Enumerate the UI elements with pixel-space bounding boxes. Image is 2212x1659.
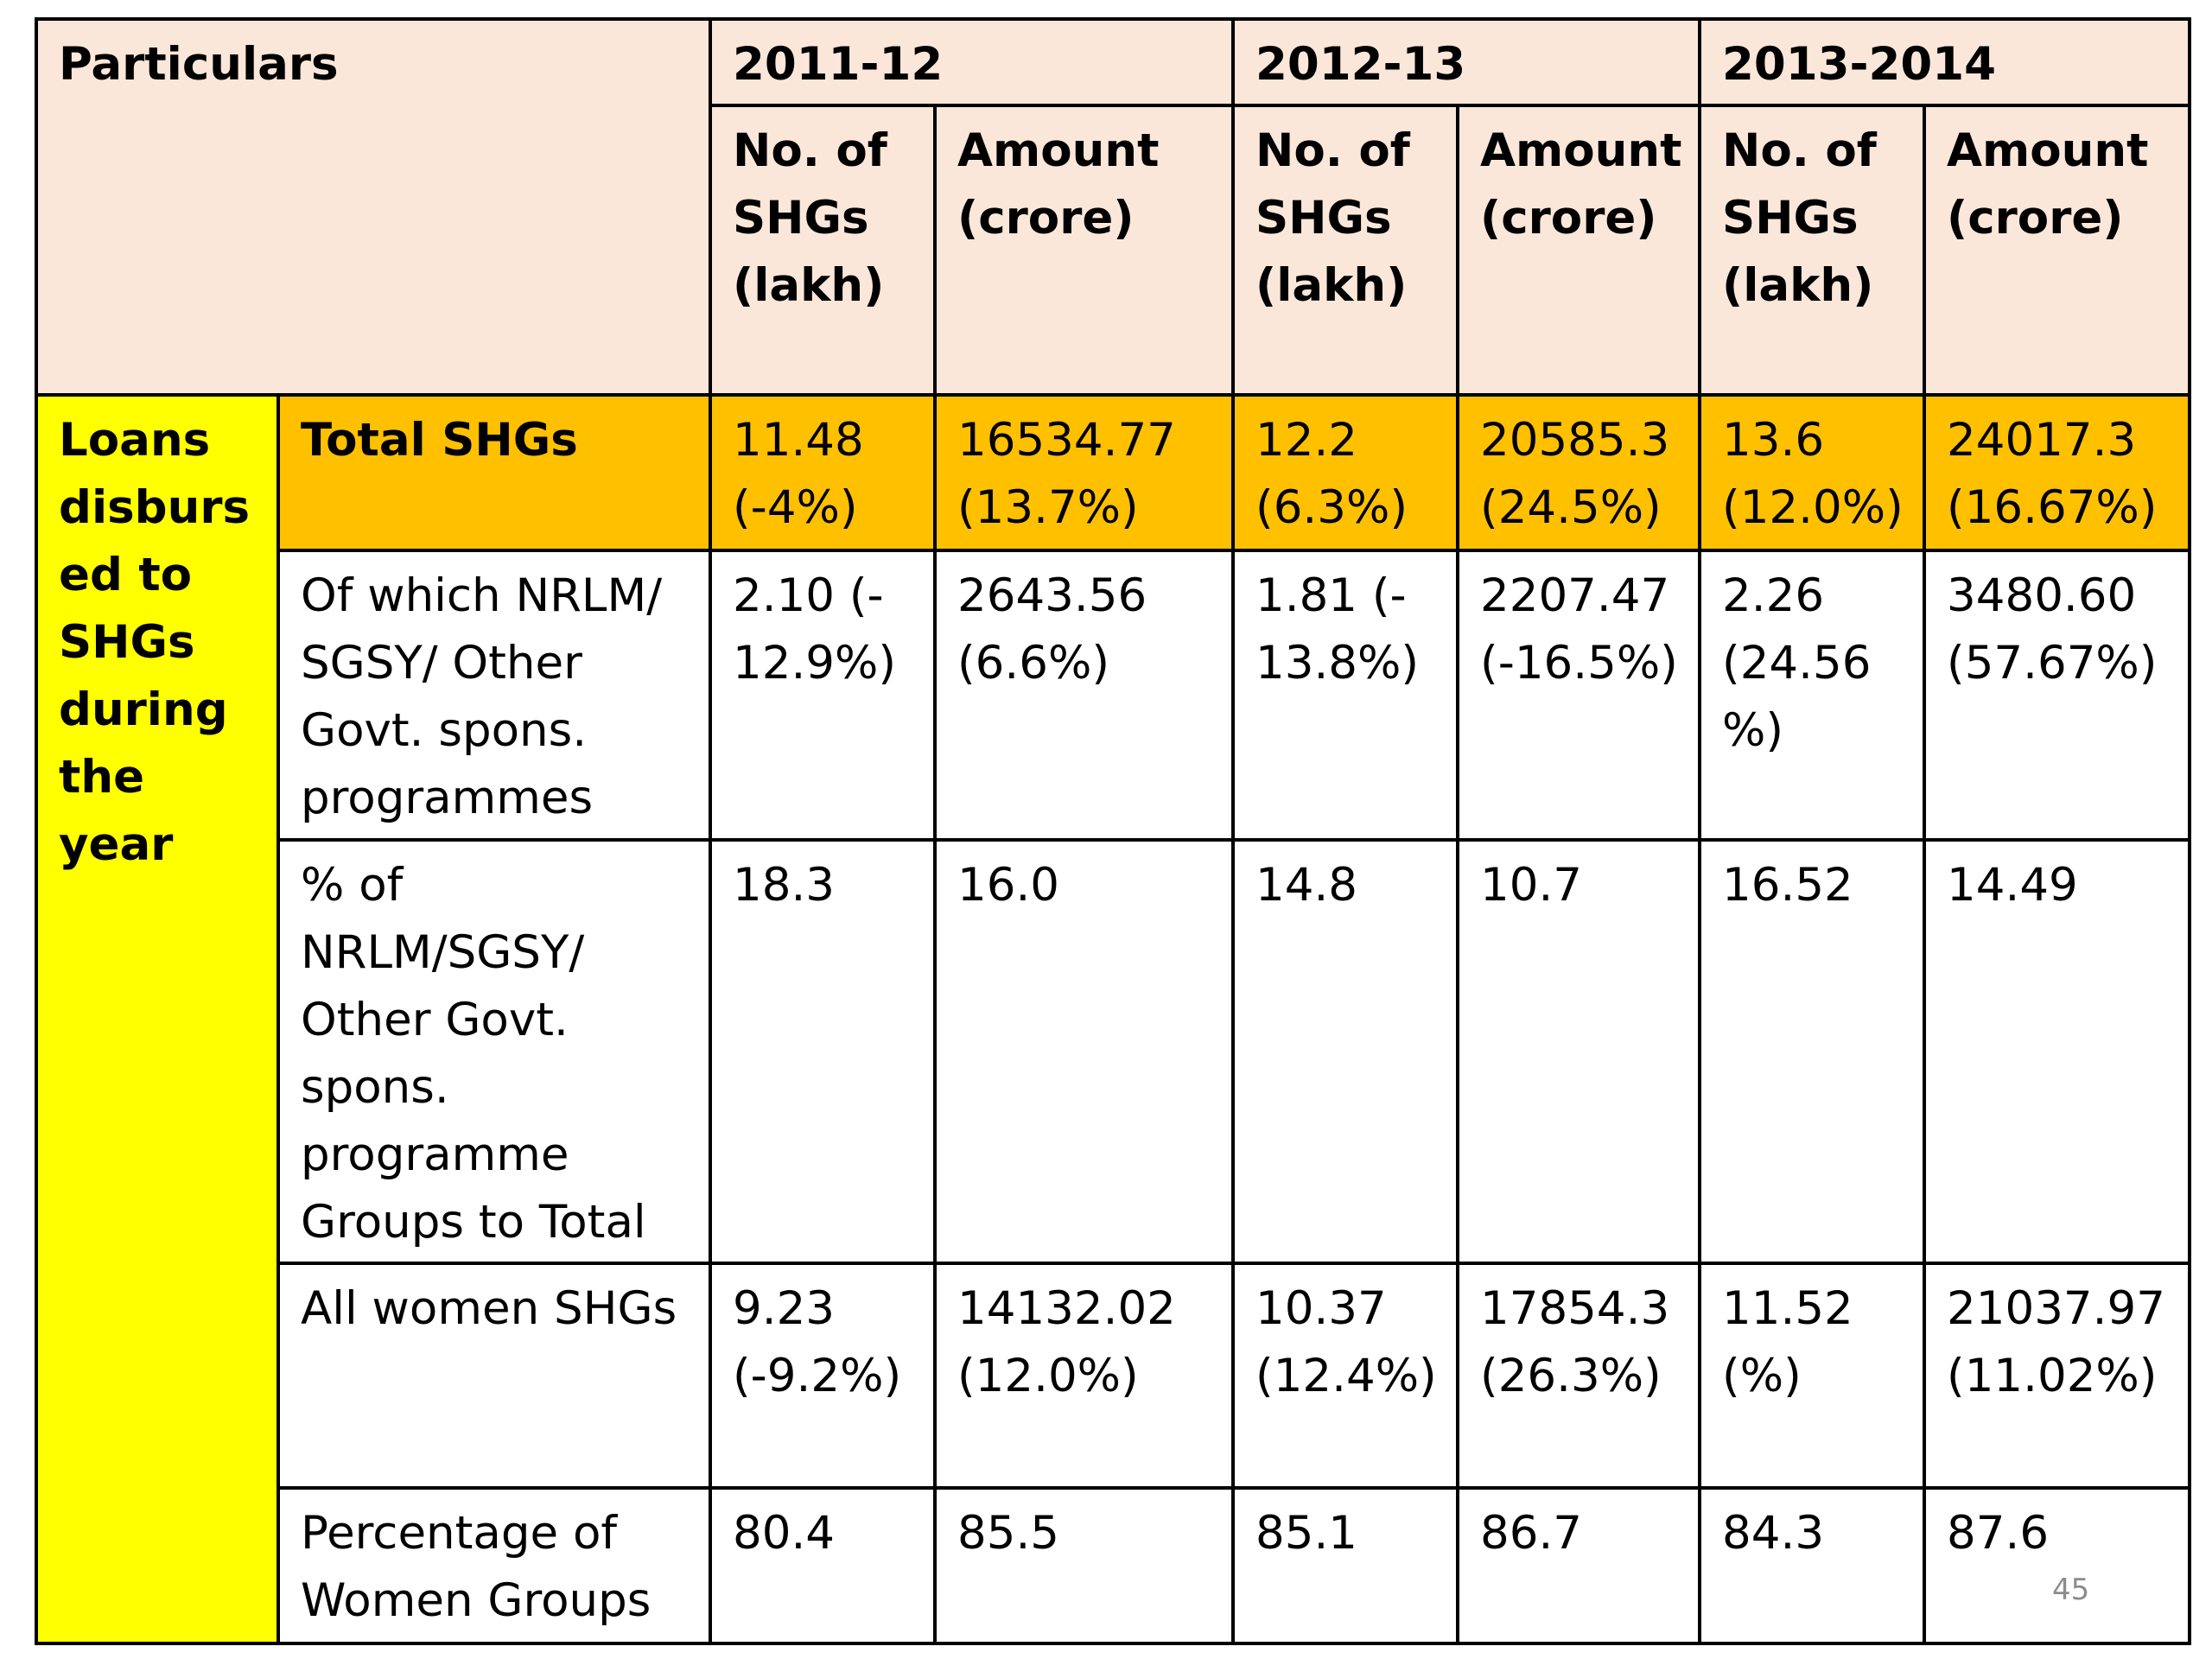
table-cell: 16.52 bbox=[1698, 838, 1927, 1265]
table-cell: 17854.3 (26.3%) bbox=[1456, 1262, 1702, 1490]
table-cell: 2.26 (24.56 %) bbox=[1698, 549, 1927, 842]
table-row-nrlm-sgsy: Of which NRLM/ SGSY/ Other Govt. spons. … bbox=[36, 549, 2192, 842]
table-cell: 85.5 bbox=[932, 1486, 1236, 1645]
table-cell: 2207.47 (-16.5%) bbox=[1456, 549, 1702, 842]
table-cell: 12.2 (6.3%) bbox=[1231, 393, 1460, 552]
table-cell: 18.3 bbox=[709, 838, 937, 1265]
table-cell: 84.3 bbox=[1698, 1486, 1927, 1645]
row-label: % of NRLM/SGSY/ Other Govt. spons. progr… bbox=[276, 838, 712, 1265]
table-cell: 14.49 bbox=[1923, 838, 2192, 1265]
table-cell: 11.52 (%) bbox=[1698, 1262, 1927, 1490]
row-label: All women SHGs bbox=[276, 1262, 712, 1490]
header-particulars: Particulars bbox=[35, 17, 712, 397]
table-row-all-women-shgs: All women SHGs 9.23 (-9.2%) 14132.02 (12… bbox=[36, 1262, 2192, 1490]
table-cell: 14.8 bbox=[1231, 838, 1460, 1265]
table-cell: 2.10 (- 12.9%) bbox=[709, 549, 937, 842]
table-row-percent-nrlm: % of NRLM/SGSY/ Other Govt. spons. progr… bbox=[36, 838, 2192, 1265]
table-row-percentage-women: Percentage of Women Groups 80.4 85.5 85.… bbox=[36, 1486, 2192, 1645]
table-cell: 86.7 bbox=[1456, 1486, 1702, 1645]
table-cell: 14132.02 (12.0%) bbox=[932, 1262, 1236, 1490]
table-cell: 16.0 bbox=[932, 838, 1236, 1265]
table-cell: 16534.77 (13.7%) bbox=[932, 393, 1236, 552]
header-no-of-shgs: No. of SHGs (lakh) bbox=[709, 104, 937, 397]
header-amount: Amount (crore) bbox=[1456, 104, 1702, 397]
table-cell: 10.37 (12.4%) bbox=[1231, 1262, 1460, 1490]
table-cell: 9.23 (-9.2%) bbox=[709, 1262, 937, 1490]
row-label: Percentage of Women Groups bbox=[276, 1486, 712, 1645]
table-row-total-shgs: Loans disbursed to SHGs during the year … bbox=[35, 393, 2192, 1645]
shg-loans-table: Particulars 2011-12 2012-13 2013-2014 No… bbox=[35, 17, 2192, 1645]
header-year-2012-13: 2012-13 bbox=[1231, 17, 1702, 107]
table-cell: 10.7 bbox=[1456, 838, 1702, 1265]
side-label-loans-disbursed: Loans disbursed to SHGs during the year bbox=[35, 393, 280, 1645]
table-cell: 87.6 bbox=[1923, 1486, 2192, 1645]
table-cell: 21037.97 (11.02%) bbox=[1923, 1262, 2192, 1490]
table-cell: 3480.60 (57.67%) bbox=[1923, 549, 2192, 842]
table-cell: 13.6 (12.0%) bbox=[1698, 393, 1927, 552]
header-row-years: Particulars 2011-12 2012-13 2013-2014 bbox=[35, 17, 2192, 397]
header-year-2013-2014: 2013-2014 bbox=[1698, 17, 2192, 107]
page-number: 45 bbox=[2052, 1573, 2090, 1607]
header-row-columns: No. of SHGs (lakh) Amount (crore) No. of… bbox=[36, 104, 2192, 397]
table-cell: 20585.3 (24.5%) bbox=[1456, 393, 1702, 552]
table-cell: 11.48 (-4%) bbox=[709, 393, 937, 552]
row-label: Of which NRLM/ SGSY/ Other Govt. spons. … bbox=[276, 549, 712, 842]
header-no-of-shgs: No. of SHGs (lakh) bbox=[1698, 104, 1927, 397]
header-amount: Amount (crore) bbox=[932, 104, 1236, 397]
header-amount: Amount (crore) bbox=[1923, 104, 2192, 397]
header-no-of-shgs: No. of SHGs (lakh) bbox=[1231, 104, 1460, 397]
table-cell: 1.81 (- 13.8%) bbox=[1231, 549, 1460, 842]
row-label: Total SHGs bbox=[276, 393, 712, 552]
table-cell: 24017.3 (16.67%) bbox=[1923, 393, 2192, 552]
header-year-2011-12: 2011-12 bbox=[708, 17, 1236, 107]
table-cell: 80.4 bbox=[709, 1486, 937, 1645]
table-cell: 85.1 bbox=[1231, 1486, 1460, 1645]
table-cell: 2643.56 (6.6%) bbox=[932, 549, 1236, 842]
